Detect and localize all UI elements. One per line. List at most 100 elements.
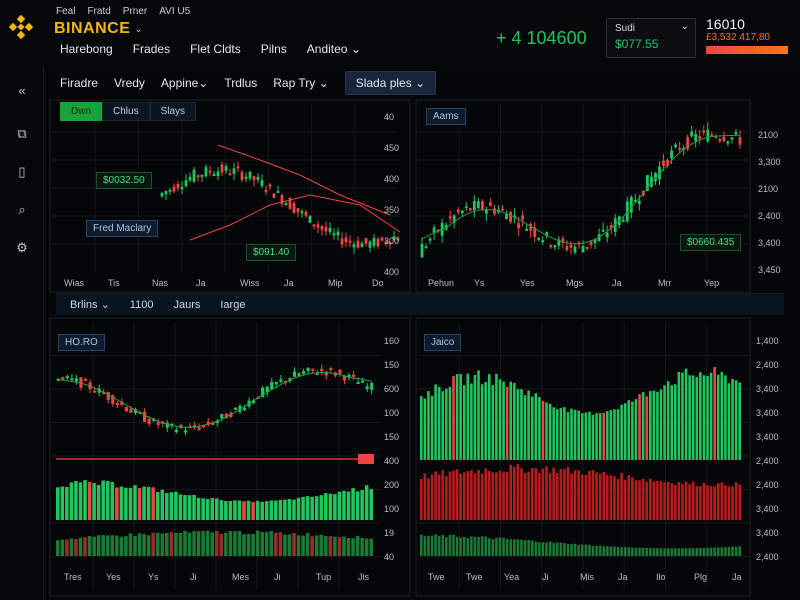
tab-chlus[interactable]: Chlus [102, 102, 150, 121]
candle-body [452, 215, 456, 223]
candle-body [306, 367, 310, 372]
volume-bar [530, 396, 534, 460]
candle-body [328, 227, 332, 232]
candle-body [738, 137, 742, 145]
volume-bar [60, 539, 65, 556]
toolbar-active-button[interactable]: Slada ples ⌄ [344, 71, 437, 95]
toolbar-item-dropdown[interactable]: Rap Try ⌄ [273, 76, 328, 90]
volume-bar [224, 500, 228, 520]
top-link[interactable]: Fratd [87, 6, 111, 17]
nav-item[interactable]: Flet Cldts [190, 42, 241, 56]
top-link[interactable]: Prner [122, 6, 148, 17]
binance-logo-icon[interactable] [8, 14, 34, 40]
volume-bar [530, 467, 534, 520]
indicator-item[interactable]: Jaurs [173, 298, 201, 311]
volume-bar [448, 534, 452, 556]
volume-bar [584, 475, 588, 520]
account-value: $077.55 [615, 37, 659, 51]
nav-item-dropdown[interactable]: Anditeo ⌄ [307, 42, 361, 56]
volume-bar [292, 532, 296, 556]
x-axis-tick: Yes [106, 572, 121, 582]
volume-bar [613, 409, 616, 460]
volume-bar [434, 534, 437, 556]
indicator-dropdown[interactable]: Brlins ⌄ [70, 298, 110, 311]
volume-bar [566, 544, 570, 556]
volume-bar [577, 410, 580, 460]
volume-bar [287, 534, 292, 556]
volume-bar [437, 535, 441, 556]
toolbar-item-dropdown[interactable]: Appine⌄ [161, 76, 208, 90]
volume-bar [677, 481, 681, 520]
y-axis-tick: 600 [384, 384, 400, 394]
search-icon[interactable]: ⌕ [18, 202, 26, 217]
volume-bar [466, 373, 470, 460]
volume-bar [656, 548, 659, 556]
volume-bar [652, 390, 656, 460]
candle-body [164, 191, 168, 195]
layout-icon[interactable]: ⧉ [17, 126, 27, 141]
indicator-item[interactable]: 1100 [129, 298, 154, 311]
volume-bar [588, 544, 591, 556]
volume-bar [110, 482, 115, 520]
collapse-icon[interactable]: « [18, 82, 26, 98]
settings-icon[interactable]: ⚙ [16, 240, 28, 255]
nav-item[interactable]: Harebong [60, 42, 113, 56]
x-axis-tick: Jis [358, 572, 369, 582]
candle-body [525, 228, 529, 231]
volume-bar [527, 390, 530, 460]
candle-body [297, 373, 301, 376]
volume-bar [566, 466, 570, 520]
nav-item[interactable]: Frades [132, 42, 171, 56]
trend-line [217, 144, 391, 216]
volume-bar [477, 536, 480, 556]
volume-bar [210, 498, 214, 520]
volume-bar [459, 373, 462, 460]
top-header: Feal Fratd Prner AVI U5 BINANCE ⌄ Harebo… [0, 0, 800, 66]
volume-bar [684, 368, 688, 460]
volume-bar [466, 470, 470, 520]
account-selector[interactable]: Sudi ⌄ $077.55 [606, 18, 696, 58]
volume-bar [516, 389, 520, 460]
nav-item[interactable]: Pilns [260, 42, 287, 56]
y-axis-tick: 2100 [758, 184, 779, 194]
candle-body [694, 133, 698, 142]
candle-body [666, 159, 669, 166]
tab-slays[interactable]: Slays [149, 102, 197, 121]
candle-body [300, 211, 304, 214]
volume-bar [620, 547, 623, 556]
candle-body [160, 192, 164, 197]
volume-bar [498, 537, 502, 556]
volume-bar [581, 474, 584, 520]
top-link[interactable]: Feal [56, 6, 76, 17]
candle-body [361, 380, 365, 383]
indicator-item[interactable]: Iarge [220, 298, 246, 311]
volume-bar [602, 412, 606, 460]
y-axis-tick: 300 [384, 236, 400, 246]
volume-bar [56, 487, 60, 520]
toolbar-item[interactable]: Vredy [114, 76, 145, 90]
candle-body [360, 243, 364, 248]
y-axis-tick: 400 [384, 267, 400, 277]
candle-body [238, 405, 242, 412]
volume-bar [652, 481, 656, 520]
volume-bar [287, 499, 292, 520]
toolbar-item[interactable]: Trdlus [224, 76, 258, 90]
candle-body [444, 225, 448, 230]
volume-bar [598, 473, 602, 520]
volume-bar [420, 534, 423, 556]
top-link[interactable]: AVI U5 [159, 6, 191, 17]
panel-frame-bl [49, 317, 411, 597]
candle-body [224, 166, 228, 171]
brand-selector[interactable]: BINANCE ⌄ [54, 20, 143, 38]
volume-bar [92, 536, 96, 556]
volume-bar [462, 472, 466, 520]
volume-bar [513, 539, 516, 556]
volume-bar [255, 500, 260, 520]
candle-body [476, 201, 480, 209]
toolbar-item[interactable]: Firadre [60, 76, 99, 90]
volume-bar [434, 384, 437, 460]
tab-dwn[interactable]: Dwn [60, 102, 103, 121]
document-icon[interactable]: ▯ [18, 164, 26, 179]
volume-bar [656, 391, 659, 460]
candle-body [308, 215, 312, 223]
